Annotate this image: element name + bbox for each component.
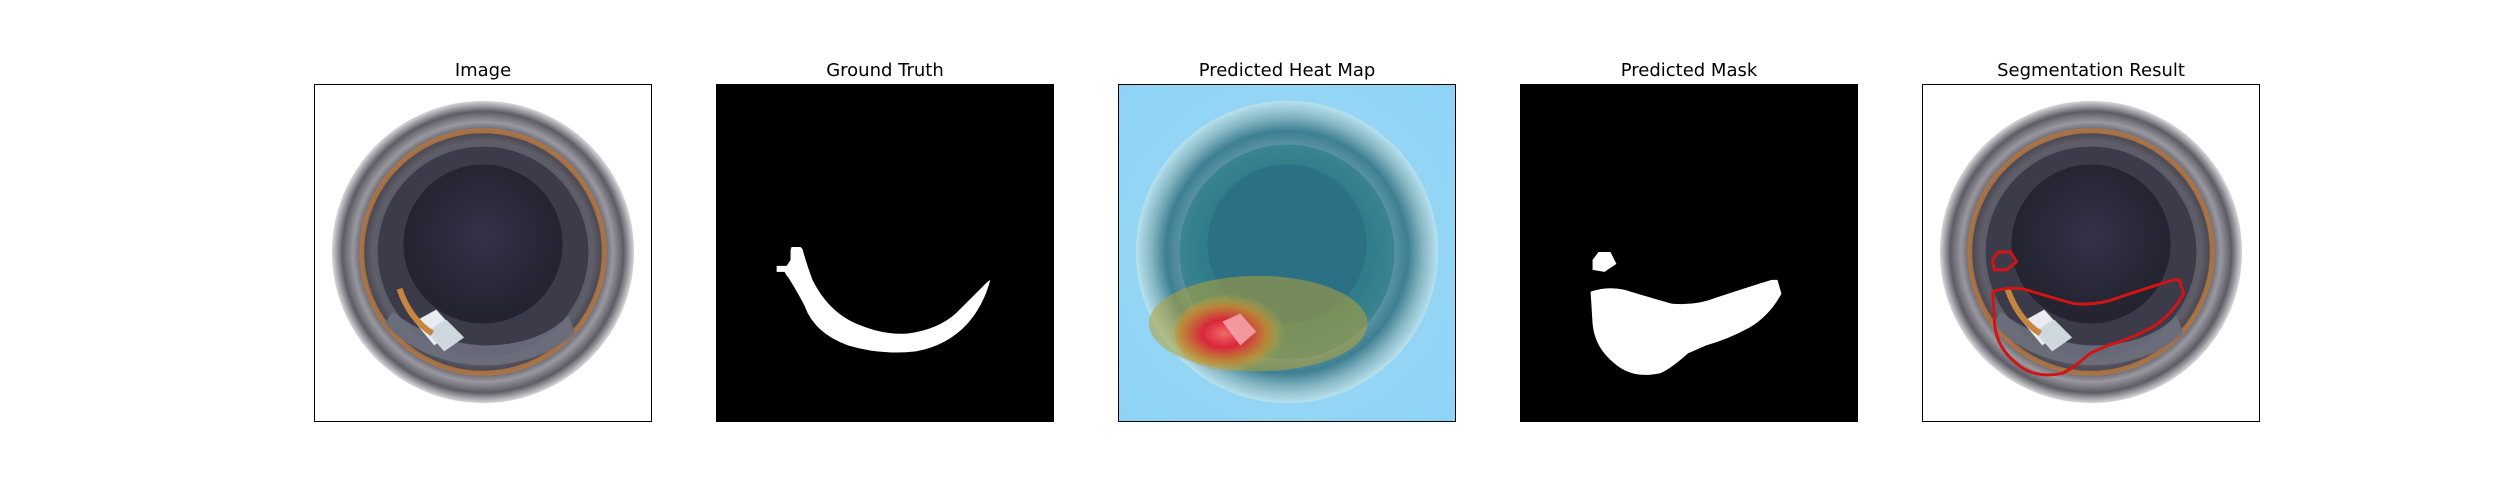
panel-title-segmentation-result: Segmentation Result <box>1997 60 2185 81</box>
image-panel <box>314 84 652 422</box>
heat-map-panel <box>1118 84 1456 422</box>
heat-map-image <box>1119 85 1455 421</box>
ground-truth-mask <box>717 85 1053 421</box>
panel-title-ground-truth: Ground Truth <box>826 60 944 81</box>
segmentation-result-panel <box>1922 84 2260 422</box>
segmentation-contour <box>1990 250 2186 377</box>
panel-title-predicted-mask: Predicted Mask <box>1620 60 1758 81</box>
predicted-mask-panel <box>1520 84 1858 422</box>
ground-truth-panel <box>716 84 1054 422</box>
bottle-image <box>331 100 635 404</box>
segmentation-result-image <box>1939 100 2243 404</box>
panel-title-predicted-heat-map: Predicted Heat Map <box>1198 60 1376 81</box>
predicted-mask <box>1521 85 1857 421</box>
panel-title-image: Image <box>454 60 512 81</box>
